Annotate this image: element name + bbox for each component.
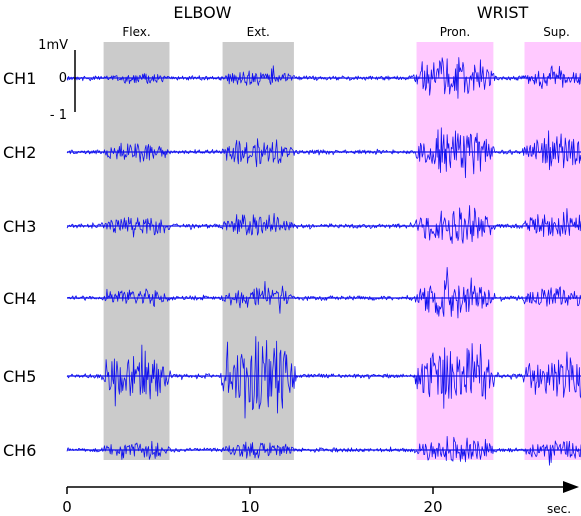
channel-label: CH2 (3, 143, 36, 162)
x-axis: 01020304050 sec. (62, 481, 579, 516)
movement-band-3 (524, 42, 581, 460)
channel-label: CH5 (3, 367, 36, 386)
signal-ch2 (66, 127, 581, 179)
movement-group-labels: ELBOWWRISTHANDPINCH (173, 3, 529, 22)
movement-label: Flex. (122, 25, 150, 39)
movement-label: Pron. (440, 25, 470, 39)
movement-bands (103, 42, 581, 460)
scale-top-label: 1mV (38, 38, 68, 53)
movement-band-1 (222, 42, 294, 460)
channel-label: CH1 (3, 69, 36, 88)
scale-bottom-label: - 1 (50, 108, 67, 123)
amplitude-scale-bar: 1mV 0 - 1 (38, 38, 76, 123)
x-tick-label: 20 (423, 498, 442, 516)
movement-band-2 (416, 42, 494, 460)
scale-zero-label: 0 (59, 71, 67, 86)
channel-signals (66, 57, 581, 466)
channel-label: CH3 (3, 217, 36, 236)
movement-label: Ext. (247, 25, 270, 39)
x-unit-label: sec. (547, 502, 571, 516)
x-tick-label: 0 (62, 498, 72, 516)
movement-labels: Flex.Ext.Pron.Sup.Clos.Opn.Clos.Opn. (122, 25, 570, 39)
group-label: WRIST (477, 3, 529, 22)
x-tick-label: 10 (240, 498, 259, 516)
channel-label: CH6 (3, 441, 36, 460)
channel-label: CH4 (3, 289, 36, 308)
movement-label: Sup. (543, 25, 570, 39)
movement-band-0 (103, 42, 170, 460)
group-label: ELBOW (173, 3, 231, 22)
x-axis-arrow-icon (563, 481, 579, 493)
x-ticks: 01020304050 (62, 487, 443, 516)
channel-labels: CH1 CH2 CH3 CH4 CH5 CH6 (3, 69, 36, 460)
